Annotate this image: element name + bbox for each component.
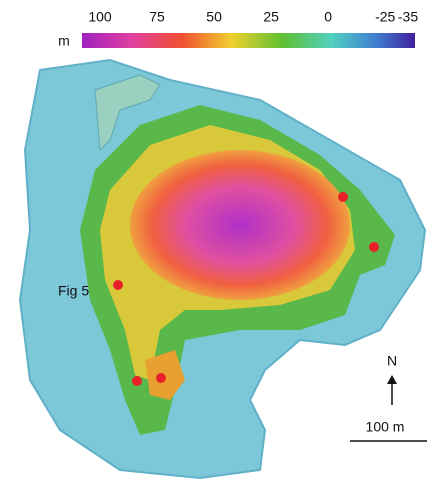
figure-label: Fig 5: [58, 283, 89, 299]
terrain: [20, 60, 425, 478]
colorbar: [82, 33, 415, 48]
colorbar-tick-label: -25: [375, 9, 395, 25]
colorbar-unit: m: [58, 33, 70, 49]
colorbar-tick-label: -35: [398, 9, 418, 25]
colorbar-ticks: 100 75 50 25 0 -25-35: [88, 9, 418, 25]
sample-point: [369, 242, 379, 252]
sample-point: [156, 373, 166, 383]
map: m 100 75 50 25 0 -25-35 Fig 5 N 100 m: [0, 0, 429, 486]
north-label: N: [387, 353, 397, 369]
colorbar-tick-label: 50: [206, 9, 222, 25]
sample-point: [338, 192, 348, 202]
sample-point: [113, 280, 123, 290]
north-arrowhead: [387, 375, 397, 384]
colorbar-tick-label: 0: [324, 9, 332, 25]
sample-point: [132, 376, 142, 386]
scale-label: 100 m: [366, 419, 405, 435]
colorbar-tick-label: 25: [263, 9, 279, 25]
colorbar-tick-label: 75: [149, 9, 165, 25]
colorbar-tick-label: 100: [88, 9, 112, 25]
